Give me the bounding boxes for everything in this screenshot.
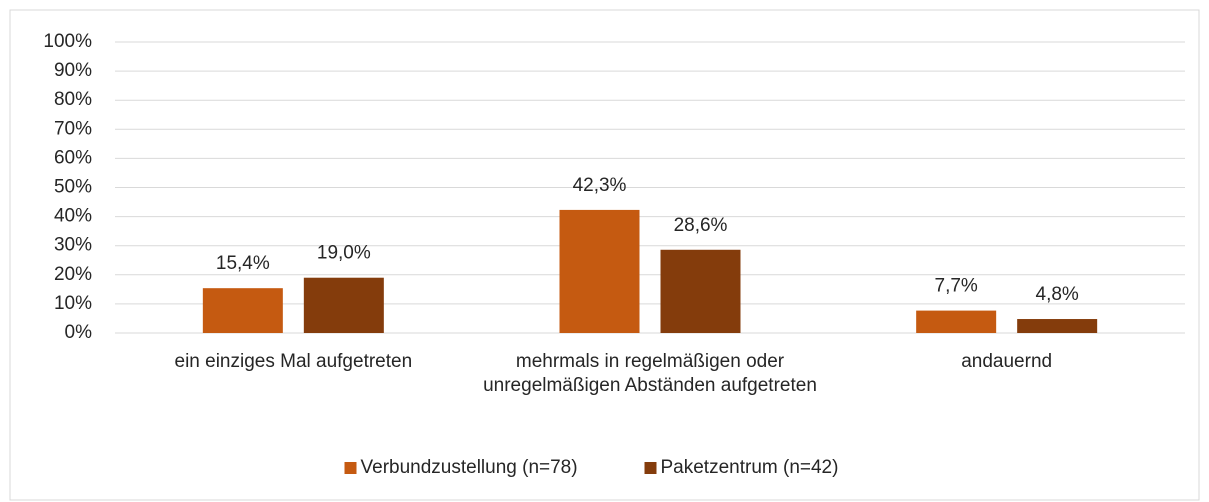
y-tick-label: 60% — [54, 147, 92, 168]
y-tick-label: 100% — [43, 31, 92, 52]
y-tick-label: 40% — [54, 206, 92, 227]
y-tick-label: 30% — [54, 235, 92, 256]
x-tick-label: mehrmals in regelmäßigen oder unregelmäß… — [483, 351, 817, 396]
y-tick-label: 80% — [54, 89, 92, 110]
data-label: 28,6% — [674, 215, 728, 236]
y-tick-label: 10% — [54, 293, 92, 314]
legend-label: Paketzentrum (n=42) — [661, 457, 839, 478]
bar — [559, 209, 640, 333]
bar — [660, 249, 741, 333]
y-tick-label: 90% — [54, 60, 92, 81]
x-tick-label: andauernd — [961, 351, 1053, 372]
bar — [1017, 319, 1098, 333]
legend-swatch — [644, 462, 657, 474]
data-label: 4,8% — [1036, 284, 1079, 305]
legend-swatch — [344, 462, 357, 474]
x-tick-label: ein einziges Mal aufgetreten — [174, 351, 413, 372]
data-label: 19,0% — [317, 243, 371, 264]
bar — [202, 288, 283, 333]
data-label: 42,3% — [573, 175, 627, 196]
chart-frame — [9, 9, 1200, 501]
bar — [916, 310, 997, 333]
legend-label: Verbundzustellung (n=78) — [361, 457, 578, 478]
y-tick-label: 70% — [54, 118, 92, 139]
data-label: 15,4% — [216, 253, 270, 274]
data-label: 7,7% — [935, 276, 978, 297]
y-tick-label: 50% — [54, 177, 92, 198]
y-tick-label: 20% — [54, 264, 92, 285]
y-tick-label: 0% — [65, 322, 93, 343]
bar — [303, 277, 384, 333]
